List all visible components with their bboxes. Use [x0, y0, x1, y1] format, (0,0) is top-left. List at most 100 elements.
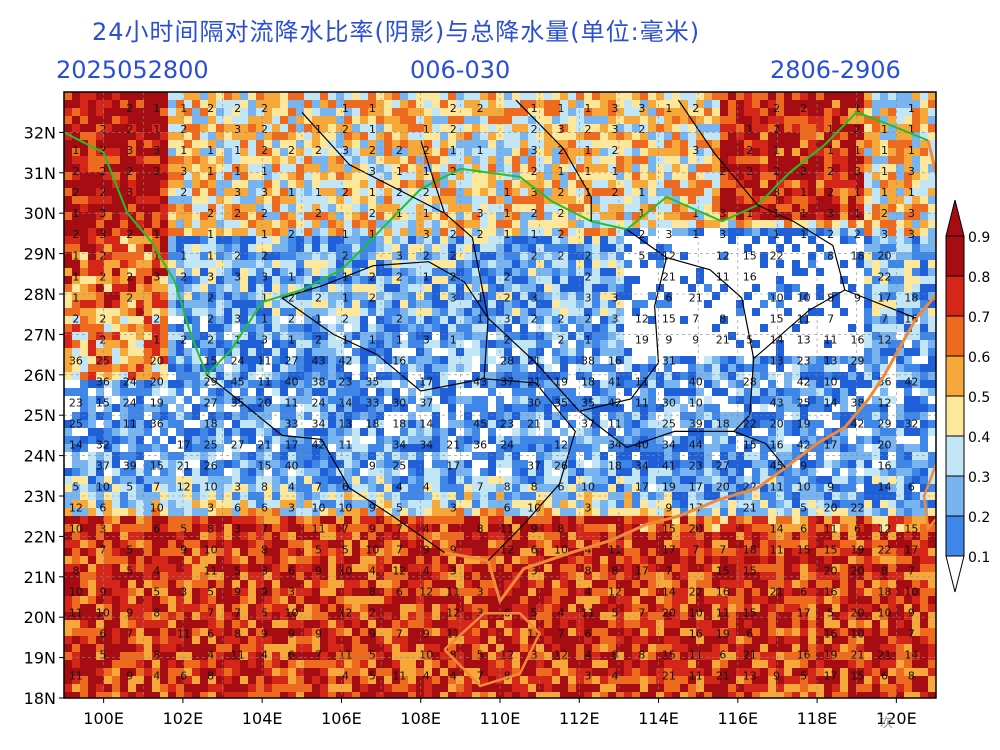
precip-value: 5 [153, 585, 160, 598]
precip-value: 22 [877, 543, 891, 556]
taiwan-coast [922, 460, 936, 532]
precip-value: 23 [797, 354, 811, 367]
precip-value: 1 [315, 312, 322, 325]
precip-value: 2 [827, 228, 834, 241]
precip-value: 2 [261, 144, 268, 157]
precip-value: 14 [770, 522, 784, 535]
precip-value: 6 [908, 480, 915, 493]
precip-value: 20 [150, 354, 164, 367]
precip-value: 1 [584, 102, 591, 115]
precip-value: 10 [365, 543, 379, 556]
lat-tick-label: 18N [24, 689, 56, 708]
precip-value: 8 [207, 522, 214, 535]
precip-value: 2 [584, 312, 591, 325]
precip-value: 32 [904, 417, 918, 430]
colorbar-label: 0.3 [968, 470, 990, 486]
colorbar-box [945, 515, 965, 557]
precip-value: 2 [234, 207, 241, 220]
precip-value: 3 [719, 207, 726, 220]
precip-value: 1 [288, 186, 295, 199]
precip-value: 35 [231, 396, 245, 409]
colorbar-label: 0.7 [968, 310, 990, 326]
precip-value: 11 [608, 543, 622, 556]
precip-value: 19 [662, 480, 676, 493]
precip-value: 5 [531, 606, 538, 619]
precip-value: 2 [719, 165, 726, 178]
precip-value: 29 [851, 354, 865, 367]
precip-value: 26 [204, 459, 218, 472]
precip-value: 1 [369, 186, 376, 199]
precip-value: 33 [365, 396, 379, 409]
precip-value: 2 [261, 207, 268, 220]
colorbar-box [945, 355, 965, 397]
precip-value: 18 [365, 417, 379, 430]
precip-value: 7 [692, 543, 699, 556]
precip-value: 37 [500, 375, 514, 388]
precip-value: 18 [204, 417, 218, 430]
precip-value: 35 [365, 375, 379, 388]
precip-value: 3 [611, 123, 618, 136]
precip-value: 1 [180, 144, 187, 157]
precip-value: 6 [342, 480, 349, 493]
precip-value: 20 [851, 606, 865, 619]
precip-value: 2 [423, 144, 430, 157]
precip-value: 11 [689, 648, 703, 661]
precip-value: 2 [207, 312, 214, 325]
precip-value: 2 [611, 186, 618, 199]
precip-value: 5 [126, 564, 133, 577]
precip-value: 1 [450, 144, 457, 157]
precip-value: 9 [288, 627, 295, 640]
precip-value: 7 [477, 669, 484, 682]
precip-value: 6 [288, 648, 295, 661]
precip-value: 12 [877, 396, 891, 409]
precip-value: 2 [126, 102, 133, 115]
precip-value: 6 [207, 627, 214, 640]
precip-value: 3 [369, 165, 376, 178]
precip-value: 11 [392, 669, 406, 682]
precip-value: 11 [231, 648, 245, 661]
precip-value: 17 [635, 564, 649, 577]
precip-value: 20 [851, 564, 865, 577]
precip-value: 19 [635, 333, 649, 346]
precip-value: 1 [72, 291, 79, 304]
precip-value: 39 [689, 417, 703, 430]
precip-value: 2 [477, 102, 484, 115]
precip-value: 18 [716, 417, 730, 430]
precip-value: 3 [261, 564, 268, 577]
precip-value: 16 [689, 627, 703, 640]
precip-value: 3 [908, 207, 915, 220]
lat-tick-label: 32N [24, 123, 56, 142]
precip-value: 15 [662, 522, 676, 535]
precip-value: 24 [231, 354, 245, 367]
precip-value: 8 [504, 669, 511, 682]
precip-value: 33 [285, 417, 299, 430]
precip-value: 8 [261, 543, 268, 556]
precip-value: 23 [500, 417, 514, 430]
lat-tick-label: 20N [24, 608, 56, 627]
precip-value: 1 [423, 165, 430, 178]
precip-value: 2 [99, 123, 106, 136]
precip-value: 8 [611, 564, 618, 577]
precip-value: 2 [504, 291, 511, 304]
precip-value: 2 [315, 144, 322, 157]
precip-value: 7 [315, 648, 322, 661]
precip-value: 13 [770, 354, 784, 367]
precip-value: 3 [450, 291, 457, 304]
lon-tick-label: 114E [638, 709, 679, 728]
precip-value: 1 [638, 207, 645, 220]
precip-value: 10 [419, 648, 433, 661]
precip-value: 10 [311, 501, 325, 514]
precip-value: 9 [369, 627, 376, 640]
precip-value: 2 [396, 186, 403, 199]
precip-value: 4 [288, 480, 295, 493]
precip-value: 18 [851, 249, 865, 262]
precip-value: 28 [743, 375, 757, 388]
precip-value: 21 [851, 648, 865, 661]
precip-value: 5 [315, 543, 322, 556]
precip-value: 3 [234, 123, 241, 136]
precip-value: 1 [746, 207, 753, 220]
precip-value: 20 [716, 480, 730, 493]
precip-value: 8 [881, 564, 888, 577]
lat-tick-label: 28N [24, 285, 56, 304]
precip-value: 4 [584, 648, 591, 661]
